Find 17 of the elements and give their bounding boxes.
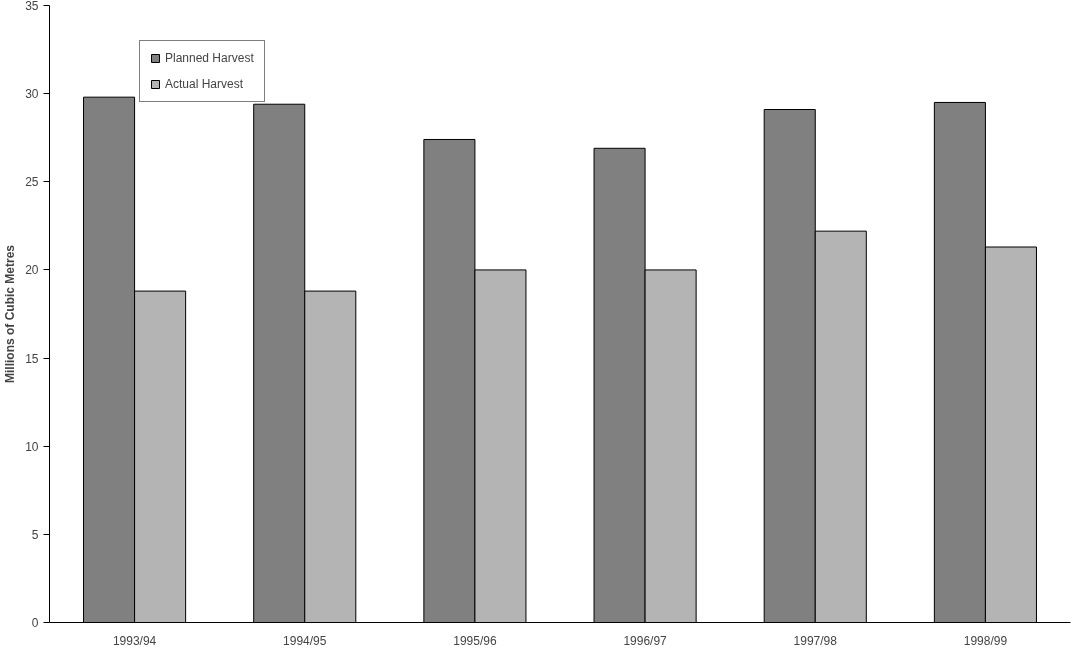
x-tick-label: 1993/94 [112, 633, 157, 648]
y-tick-label: 35 [25, 0, 39, 13]
x-tick-label: 1995/96 [453, 633, 497, 648]
y-tick-label: 15 [25, 351, 39, 366]
y-tick-label: 20 [25, 263, 39, 278]
y-tick-label: 5 [31, 527, 39, 542]
x-tick-label: 1996/97 [623, 633, 668, 648]
x-tick-label: 1998/99 [963, 633, 1008, 648]
y-axis-title: Millions of Cubic Metres [3, 244, 18, 384]
y-tick-label: 0 [31, 616, 39, 630]
y-tick-label: 10 [25, 439, 39, 454]
legend-label: Planned Harvest [165, 51, 254, 65]
y-tick-label: 30 [25, 87, 39, 102]
y-tick-label: 25 [25, 175, 39, 190]
x-tick-label: 1994/95 [283, 633, 327, 648]
legend-label: Actual Harvest [165, 77, 244, 91]
x-tick-label: 1997/98 [793, 633, 838, 648]
